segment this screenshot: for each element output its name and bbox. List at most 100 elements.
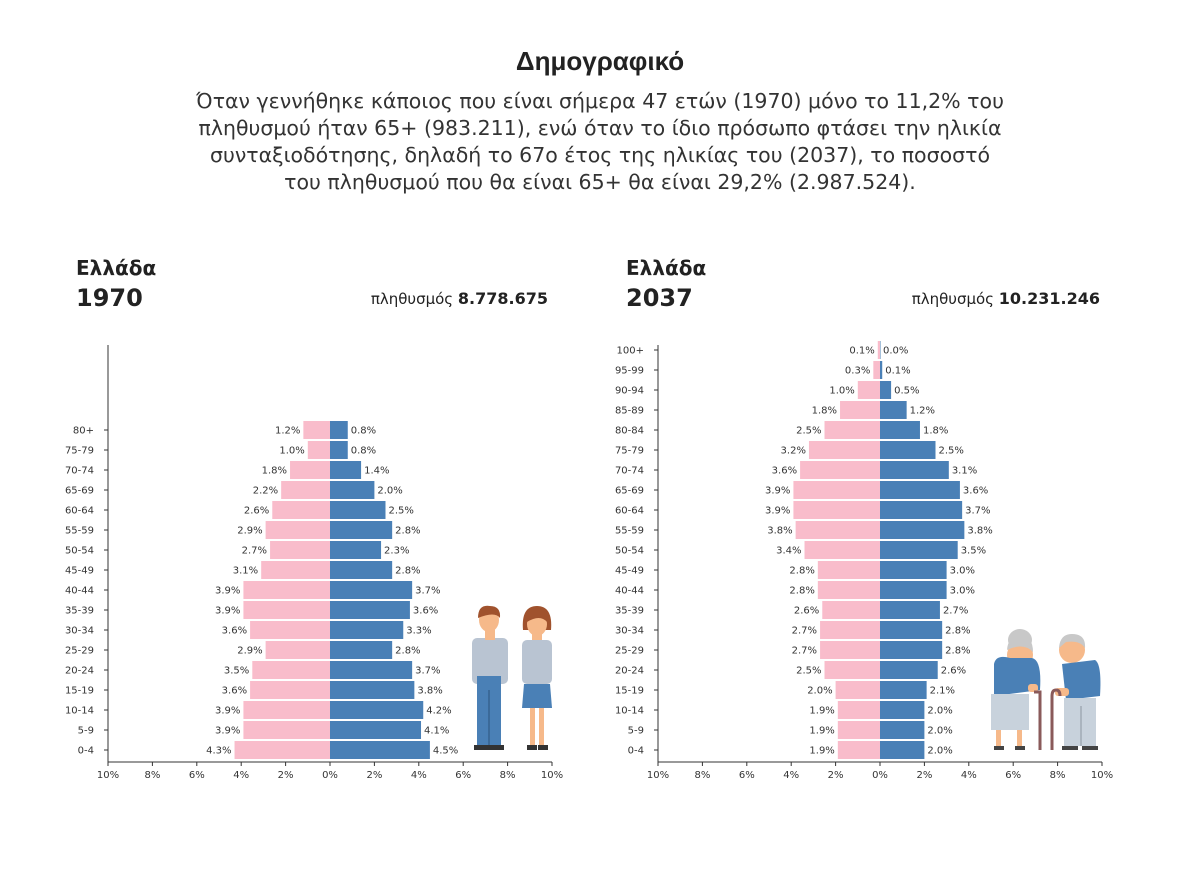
female-bar	[252, 661, 330, 679]
x-tick-label: 8%	[144, 770, 160, 781]
female-value-label: 2.7%	[792, 646, 817, 657]
female-bar	[824, 661, 880, 679]
male-value-label: 2.7%	[943, 606, 968, 617]
male-bar	[880, 481, 960, 499]
male-bar	[330, 601, 410, 619]
female-value-label: 1.0%	[829, 386, 854, 397]
male-bar	[880, 461, 949, 479]
elderly-couple-icon	[991, 629, 1101, 750]
woman-figure-icon	[522, 606, 552, 750]
male-value-label: 3.0%	[950, 566, 975, 577]
x-tick-label: 10%	[97, 770, 119, 781]
age-group-label: 25-29	[65, 646, 94, 657]
female-bar	[250, 621, 330, 639]
age-group-label: 55-59	[65, 526, 94, 537]
male-bar	[330, 721, 422, 739]
male-bar	[330, 461, 362, 479]
age-group-label: 40-44	[65, 586, 94, 597]
x-tick-label: 6%	[739, 770, 755, 781]
male-bar	[330, 521, 393, 539]
female-bar	[281, 481, 330, 499]
male-bar	[330, 581, 413, 599]
female-value-label: 1.9%	[809, 726, 834, 737]
male-bar	[880, 561, 947, 579]
male-value-label: 2.0%	[927, 726, 952, 737]
male-bar	[880, 621, 943, 639]
male-value-label: 2.3%	[384, 546, 409, 557]
x-tick-label: 0%	[872, 770, 888, 781]
age-group-label: 65-69	[615, 486, 644, 497]
male-bar	[880, 501, 963, 519]
female-value-label: 3.5%	[224, 666, 249, 677]
female-value-label: 3.9%	[215, 586, 240, 597]
female-bar	[243, 721, 330, 739]
female-bar	[243, 581, 330, 599]
age-group-label: 50-54	[65, 546, 94, 557]
female-bar	[303, 421, 330, 439]
male-value-label: 2.1%	[930, 686, 955, 697]
age-group-label: 60-64	[65, 506, 94, 517]
age-group-label: 55-59	[615, 526, 644, 537]
subtitle-line: Όταν γεννήθηκε κάποιος που είναι σήμερα …	[196, 89, 1004, 113]
elderly-man-figure-icon	[1050, 634, 1101, 750]
male-bar	[880, 521, 965, 539]
age-group-label: 5-9	[628, 726, 644, 737]
pyramid-1970: 10% 8% 6% 4% 2% 0% 2% 4% 6% 8% 10% 80+ 1.2% 0.8% 75-79…	[65, 345, 563, 781]
female-value-label: 3.6%	[222, 626, 247, 637]
male-value-label: 0.5%	[894, 386, 919, 397]
page-subtitle: Όταν γεννήθηκε κάποιος που είναι σήμερα …	[150, 88, 1050, 196]
female-bar	[817, 561, 880, 579]
page-title: Δημογραφικό	[515, 46, 685, 76]
population-value: 10.231.246	[998, 289, 1100, 308]
x-tick-label: 4%	[783, 770, 799, 781]
male-value-label: 3.7%	[415, 666, 440, 677]
age-group-label: 65-69	[65, 486, 94, 497]
age-group-label: 100+	[617, 346, 644, 357]
male-bar	[330, 621, 404, 639]
male-value-label: 3.3%	[406, 626, 431, 637]
female-value-label: 0.3%	[845, 366, 870, 377]
female-bar	[873, 361, 880, 379]
female-value-label: 1.9%	[809, 746, 834, 757]
panel-1970-population: πληθυσμός 8.778.675	[248, 289, 548, 308]
female-bar	[793, 501, 880, 519]
age-group-label: 10-14	[615, 706, 644, 717]
x-tick-label: 6%	[189, 770, 205, 781]
male-bar	[330, 501, 386, 519]
male-bar	[330, 421, 348, 439]
age-group-label: 85-89	[615, 406, 644, 417]
female-value-label: 3.2%	[781, 446, 806, 457]
female-bar	[265, 641, 330, 659]
male-value-label: 3.5%	[961, 546, 986, 557]
male-value-label: 2.8%	[395, 566, 420, 577]
age-group-label: 75-79	[65, 446, 94, 457]
panel-2037-country: Ελλάδα	[626, 256, 707, 280]
male-value-label: 1.8%	[923, 426, 948, 437]
male-value-label: 2.5%	[389, 506, 414, 517]
male-bar	[880, 681, 927, 699]
male-bar	[880, 641, 943, 659]
male-bar	[330, 741, 430, 759]
population-value: 8.778.675	[457, 289, 548, 308]
male-value-label: 4.2%	[426, 706, 451, 717]
female-value-label: 2.6%	[244, 506, 269, 517]
male-bar	[330, 561, 393, 579]
age-group-label: 0-4	[78, 746, 94, 757]
female-value-label: 3.6%	[222, 686, 247, 697]
female-bar	[817, 581, 880, 599]
female-bar	[837, 741, 880, 759]
female-value-label: 1.8%	[812, 406, 837, 417]
male-value-label: 0.8%	[351, 426, 376, 437]
male-value-label: 2.0%	[377, 486, 402, 497]
female-value-label: 2.9%	[237, 646, 262, 657]
female-value-label: 3.4%	[776, 546, 801, 557]
male-value-label: 0.1%	[885, 366, 910, 377]
male-value-label: 1.2%	[910, 406, 935, 417]
pyramid-2037: 10% 8% 6% 4% 2% 0% 2% 4% 6% 8% 10% 100+ 0.1% 0.0% 95-9…	[615, 341, 1113, 781]
male-value-label: 3.6%	[963, 486, 988, 497]
age-group-label: 25-29	[615, 646, 644, 657]
female-value-label: 1.9%	[809, 706, 834, 717]
female-bar	[261, 561, 330, 579]
female-value-label: 3.9%	[765, 506, 790, 517]
